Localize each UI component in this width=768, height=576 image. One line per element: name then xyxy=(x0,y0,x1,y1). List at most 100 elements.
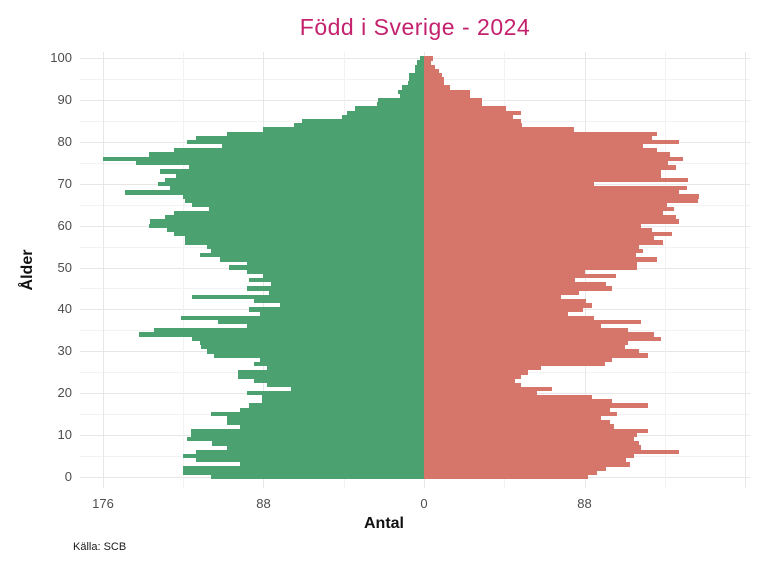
pyramid-bar-left-age-86 xyxy=(341,114,424,120)
pyramid-bar-left-age-17 xyxy=(248,403,424,408)
pyramid-bar-left-age-74 xyxy=(188,164,424,170)
pyramid-bar-left-age-0 xyxy=(210,474,424,480)
pyramid-bar-right-age-38 xyxy=(424,315,594,321)
pyramid-bar-left-age-62 xyxy=(164,215,424,220)
pyramid-bar-right-age-3 xyxy=(424,462,631,467)
pyramid-bar-right-age-81 xyxy=(424,135,652,141)
pyramid-bar-right-age-29 xyxy=(424,353,649,358)
pyramid-bar-right-age-2 xyxy=(424,466,607,471)
pyramid-bar-left-age-54 xyxy=(210,248,424,254)
pyramid-bar-right-age-48 xyxy=(424,273,616,279)
pyramid-bar-right-age-100 xyxy=(424,56,434,61)
pyramid-bar-right-age-12 xyxy=(424,424,614,429)
pyramid-bar-right-age-82 xyxy=(424,131,658,137)
y-tick-label-80: 80 xyxy=(57,133,72,149)
gridline-x-minor xyxy=(664,52,666,488)
pyramid-bar-left-age-22 xyxy=(267,382,424,388)
pyramid-bar-left-age-88 xyxy=(354,106,424,111)
pyramid-bar-right-age-67 xyxy=(424,194,700,199)
pyramid-bar-left-age-63 xyxy=(174,211,424,216)
pyramid-bar-left-age-25 xyxy=(237,370,424,375)
pyramid-bar-right-age-51 xyxy=(424,261,638,266)
pyramid-bar-right-age-88 xyxy=(424,106,507,111)
pyramid-bar-left-age-100 xyxy=(420,56,424,61)
pyramid-bar-right-age-22 xyxy=(424,382,521,388)
y-axis-title: Ålder xyxy=(19,249,36,291)
pyramid-bar-left-age-69 xyxy=(170,185,424,191)
pyramid-bar-left-age-19 xyxy=(261,395,424,400)
x-axis-title: Antal xyxy=(364,515,404,532)
pyramid-bar-right-age-16 xyxy=(424,407,611,413)
pyramid-bar-left-age-85 xyxy=(301,118,424,124)
pyramid-bar-right-age-43 xyxy=(424,294,561,300)
plot-panel xyxy=(80,52,750,488)
pyramid-bar-left-age-94 xyxy=(407,81,424,86)
pyramid-bar-left-age-65 xyxy=(192,202,424,208)
pyramid-bar-left-age-37 xyxy=(217,319,424,325)
y-tick-label-70: 70 xyxy=(57,175,72,191)
pyramid-bar-left-age-2 xyxy=(183,466,424,471)
pyramid-bar-right-age-9 xyxy=(424,436,634,442)
pyramid-bar-right-age-39 xyxy=(424,311,569,316)
pyramid-bar-right-age-86 xyxy=(424,114,514,120)
pyramid-bar-right-age-4 xyxy=(424,457,627,463)
pyramid-bar-right-age-31 xyxy=(424,344,625,350)
pyramid-bar-left-age-32 xyxy=(199,340,424,346)
pyramid-bar-left-age-48 xyxy=(263,273,424,279)
pyramid-bar-right-age-91 xyxy=(424,93,470,99)
pyramid-bar-right-age-61 xyxy=(424,219,680,224)
pyramid-bar-left-age-66 xyxy=(185,198,424,203)
pyramid-bar-right-age-96 xyxy=(424,72,443,78)
pyramid-bar-left-age-75 xyxy=(135,160,424,166)
pyramid-bar-left-age-1 xyxy=(183,470,424,475)
pyramid-bar-left-age-30 xyxy=(206,349,424,354)
pyramid-bar-right-age-79 xyxy=(424,144,643,149)
pyramid-bar-left-age-39 xyxy=(259,311,424,316)
pyramid-bar-right-age-94 xyxy=(424,81,445,86)
pyramid-bar-left-age-59 xyxy=(166,227,424,233)
gridline-x-major xyxy=(745,52,747,488)
pyramid-bar-right-age-62 xyxy=(424,215,676,220)
pyramid-bar-left-age-81 xyxy=(196,135,424,141)
pyramid-bar-left-age-28 xyxy=(259,357,424,362)
pyramid-bar-left-age-10 xyxy=(190,432,424,438)
gridline-y-major xyxy=(80,58,750,60)
x-tick-label-176-left: 176 xyxy=(92,496,114,511)
pyramid-bar-right-age-14 xyxy=(424,416,601,421)
pyramid-bar-left-age-61 xyxy=(150,219,424,224)
pyramid-bar-right-age-98 xyxy=(424,64,435,70)
pyramid-bar-left-age-79 xyxy=(221,144,424,149)
pyramid-bar-right-age-36 xyxy=(424,323,601,329)
pyramid-bar-left-age-58 xyxy=(174,231,424,237)
pyramid-bar-right-age-55 xyxy=(424,244,640,250)
pyramid-bar-right-age-54 xyxy=(424,248,643,254)
pyramid-bar-left-age-18 xyxy=(261,399,424,404)
pyramid-bar-left-age-68 xyxy=(124,190,424,195)
pyramid-bar-left-age-9 xyxy=(186,436,424,442)
pyramid-bar-right-age-63 xyxy=(424,211,663,216)
pyramid-bar-left-age-15 xyxy=(210,411,424,417)
pyramid-bar-right-age-72 xyxy=(424,173,662,178)
pyramid-bar-left-age-5 xyxy=(183,453,424,459)
pyramid-bar-right-age-37 xyxy=(424,319,642,325)
pyramid-bar-right-age-64 xyxy=(424,206,674,212)
pyramid-bar-left-age-82 xyxy=(227,131,424,137)
pyramid-bar-right-age-23 xyxy=(424,378,516,383)
pyramid-bar-right-age-45 xyxy=(424,286,612,291)
pyramid-bar-left-age-73 xyxy=(159,169,424,174)
pyramid-bar-right-age-35 xyxy=(424,328,629,333)
y-tick-label-60: 60 xyxy=(57,217,72,233)
pyramid-bar-right-age-57 xyxy=(424,236,654,241)
pyramid-bar-right-age-44 xyxy=(424,290,580,296)
pyramid-bar-right-age-66 xyxy=(424,198,698,203)
pyramid-bar-left-age-83 xyxy=(263,127,424,132)
pyramid-bar-left-age-24 xyxy=(237,374,424,379)
pyramid-bar-left-age-23 xyxy=(254,378,424,383)
pyramid-bar-right-age-60 xyxy=(424,223,642,229)
pyramid-bar-left-age-52 xyxy=(219,257,424,262)
pyramid-bar-left-age-33 xyxy=(192,336,424,342)
pyramid-bar-left-age-91 xyxy=(400,93,424,99)
pyramid-bar-left-age-27 xyxy=(254,361,424,367)
pyramid-bar-left-age-56 xyxy=(185,240,424,245)
